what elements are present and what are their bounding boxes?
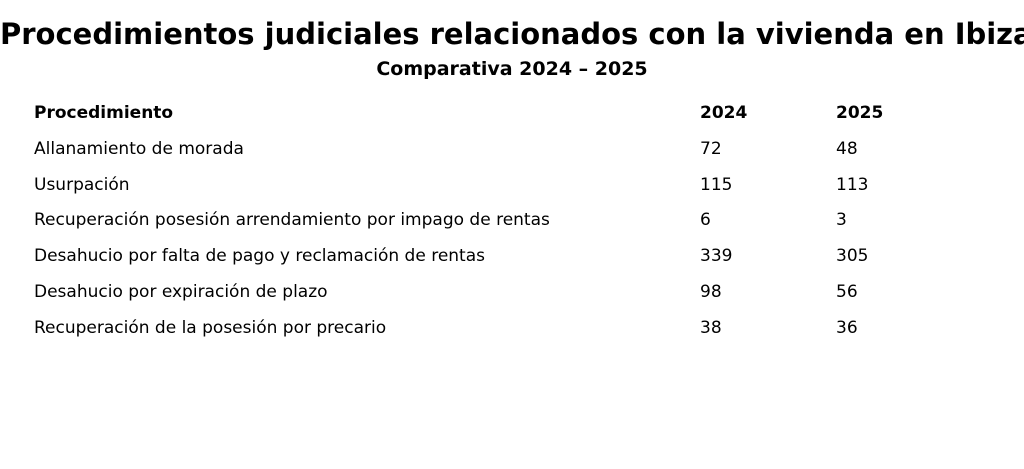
row-value-2025: 113 (836, 174, 869, 195)
data-table: Procedimiento 2024 2025 Allanamiento de … (34, 96, 974, 347)
row-label: Desahucio por falta de pago y reclamació… (34, 246, 485, 267)
row-value-2025: 56 (836, 281, 858, 302)
row-value-2025: 48 (836, 138, 858, 159)
row-value-2024: 38 (700, 317, 722, 338)
chart-title: Procedimientos judiciales relacionados c… (0, 17, 1024, 51)
table-row: Recuperación posesión arrendamiento por … (34, 203, 974, 239)
table-row: Usurpación 115 113 (34, 168, 974, 204)
header-2024: 2024 (700, 103, 748, 123)
header-2025: 2025 (836, 103, 884, 123)
row-label: Recuperación posesión arrendamiento por … (34, 210, 550, 231)
header-procedimiento: Procedimiento (34, 103, 174, 123)
table-row: Desahucio por falta de pago y reclamació… (34, 239, 974, 275)
row-value-2024: 72 (700, 138, 722, 159)
row-label: Allanamiento de morada (34, 138, 244, 159)
row-value-2025: 3 (836, 210, 847, 231)
chart-subtitle: Comparativa 2024 – 2025 (376, 58, 648, 80)
row-value-2025: 305 (836, 246, 869, 267)
table-row: Recuperación de la posesión por precario… (34, 311, 974, 347)
row-value-2024: 6 (700, 210, 711, 231)
row-value-2025: 36 (836, 317, 858, 338)
table-row: Desahucio por expiración de plazo 98 56 (34, 275, 974, 311)
table-row: Allanamiento de morada 72 48 (34, 132, 974, 168)
row-value-2024: 98 (700, 281, 722, 302)
row-label: Usurpación (34, 174, 130, 195)
table-header-row: Procedimiento 2024 2025 (34, 96, 974, 132)
row-label: Recuperación de la posesión por precario (34, 317, 387, 338)
row-value-2024: 339 (700, 246, 733, 267)
row-value-2024: 115 (700, 174, 733, 195)
row-label: Desahucio por expiración de plazo (34, 281, 328, 302)
